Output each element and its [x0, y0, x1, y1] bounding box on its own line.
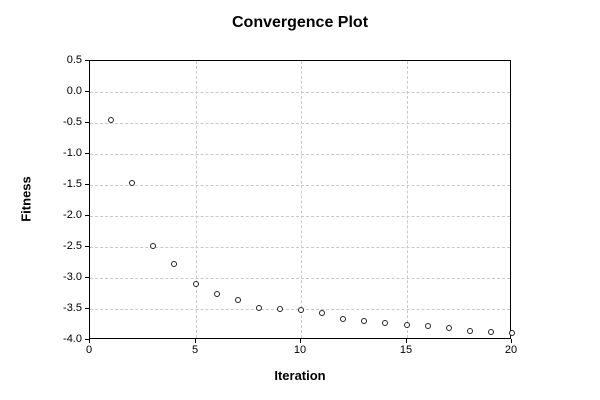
data-point [340, 315, 347, 322]
y-axis-tick [85, 215, 89, 216]
gridline-horizontal [90, 278, 510, 279]
y-tick-label: -1.0 [63, 147, 82, 159]
gridline-horizontal [90, 92, 510, 93]
x-tick-label: 0 [85, 344, 93, 356]
gridline-vertical [407, 61, 408, 338]
gridline-vertical [196, 61, 197, 338]
data-point [361, 318, 368, 325]
chart-title: Convergence Plot [231, 14, 369, 31]
gridline-horizontal [90, 247, 510, 248]
data-point [382, 320, 389, 327]
data-point [424, 323, 431, 330]
plot-area [89, 60, 515, 339]
x-tick-label: 15 [399, 344, 413, 356]
data-point [234, 297, 241, 304]
data-point [213, 291, 220, 298]
data-point [445, 324, 452, 331]
y-tick-label: 0.0 [66, 85, 82, 97]
y-axis-tick [85, 339, 89, 340]
x-axis-tick [300, 339, 301, 343]
y-tick-label: -2.5 [63, 240, 82, 252]
data-point [466, 327, 473, 334]
data-point [150, 243, 157, 250]
data-point [171, 260, 178, 267]
y-axis-tick [85, 184, 89, 185]
y-axis-tick [85, 153, 89, 154]
data-point [403, 321, 410, 328]
gridline-horizontal [90, 154, 510, 155]
gridline-horizontal [90, 123, 510, 124]
x-tick-label: 5 [191, 344, 199, 356]
y-axis-tick [85, 122, 89, 123]
data-point [319, 310, 326, 317]
y-tick-label: -3.5 [63, 302, 82, 314]
gridline-horizontal [90, 216, 510, 217]
x-tick-label: 10 [293, 344, 307, 356]
gridline-vertical [301, 61, 302, 338]
x-axis-tick [89, 339, 90, 343]
y-tick-label: -4.0 [63, 333, 82, 345]
data-point [487, 328, 494, 335]
y-tick-label: -1.5 [63, 178, 82, 190]
y-axis-tick [85, 308, 89, 309]
y-axis-label: Fitness [18, 176, 34, 222]
x-axis-tick [195, 339, 196, 343]
y-tick-label: 0.5 [66, 54, 82, 66]
x-tick-label: 20 [504, 344, 518, 356]
y-axis-tick [85, 91, 89, 92]
gridline-horizontal [90, 185, 510, 186]
data-point [255, 304, 262, 311]
data-point [298, 307, 304, 314]
data-point [108, 116, 115, 123]
data-point [509, 330, 515, 337]
y-tick-label: -0.5 [63, 116, 82, 128]
y-tick-label: -3.0 [63, 271, 82, 283]
data-point [129, 179, 136, 186]
x-axis-tick [406, 339, 407, 343]
data-point [276, 306, 283, 312]
y-axis-tick [85, 277, 89, 278]
y-axis-tick [85, 60, 89, 61]
y-tick-label: -2.0 [63, 209, 82, 221]
data-point [192, 280, 199, 287]
x-axis-label: Iteration [274, 368, 326, 383]
x-axis-tick [511, 339, 512, 343]
y-axis-tick [85, 246, 89, 247]
